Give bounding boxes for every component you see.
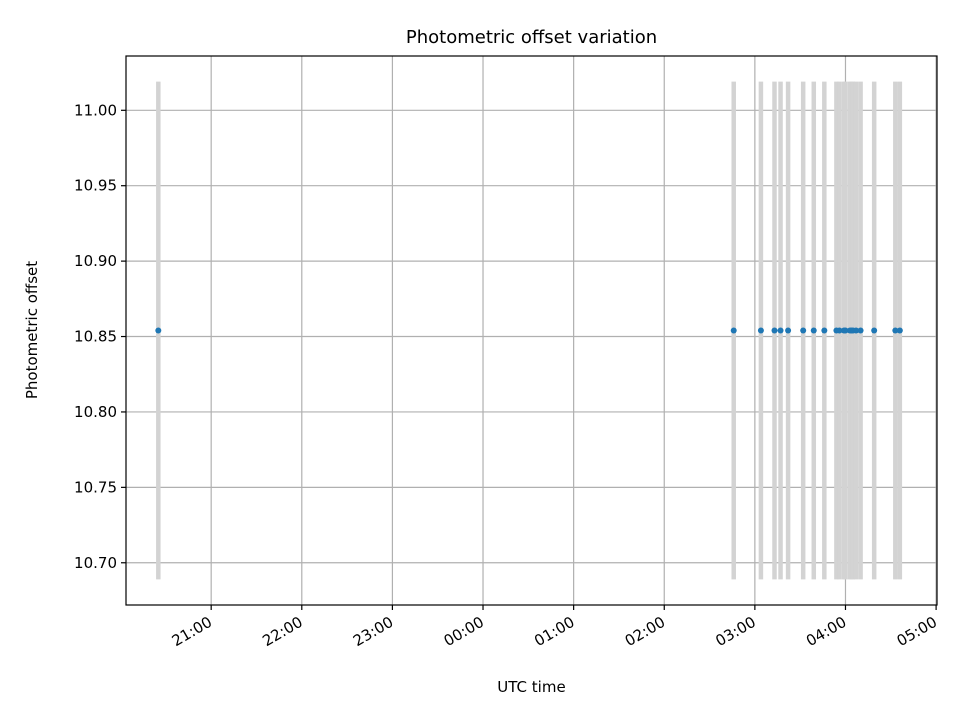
y-tick-label: 10.70 [74,554,117,572]
data-point [730,327,737,334]
data-point [871,327,878,334]
data-point [842,327,849,334]
data-point [892,327,899,334]
y-tick-label: 10.80 [74,403,117,421]
data-point [853,327,860,334]
y-tick-label: 10.90 [74,252,117,270]
y-tick-label: 10.85 [74,328,117,346]
plot-frame [125,55,938,606]
y-tick-label: 10.75 [74,478,117,496]
point-layer [155,327,903,334]
y-tick-label: 11.00 [74,101,117,119]
data-point [836,327,843,334]
y-tick-label: 10.95 [74,177,117,195]
data-point [757,327,764,334]
chart-title: Photometric offset variation [406,27,657,48]
data-point [896,327,903,334]
y-axis-label: Photometric offset [23,261,41,399]
data-point [777,327,784,334]
data-point [800,327,807,334]
data-point [771,327,778,334]
data-point [821,327,828,334]
data-point [857,327,864,334]
data-point [155,327,162,334]
x-axis-label: UTC time [497,678,565,696]
data-point [810,327,817,334]
data-point [785,327,792,334]
